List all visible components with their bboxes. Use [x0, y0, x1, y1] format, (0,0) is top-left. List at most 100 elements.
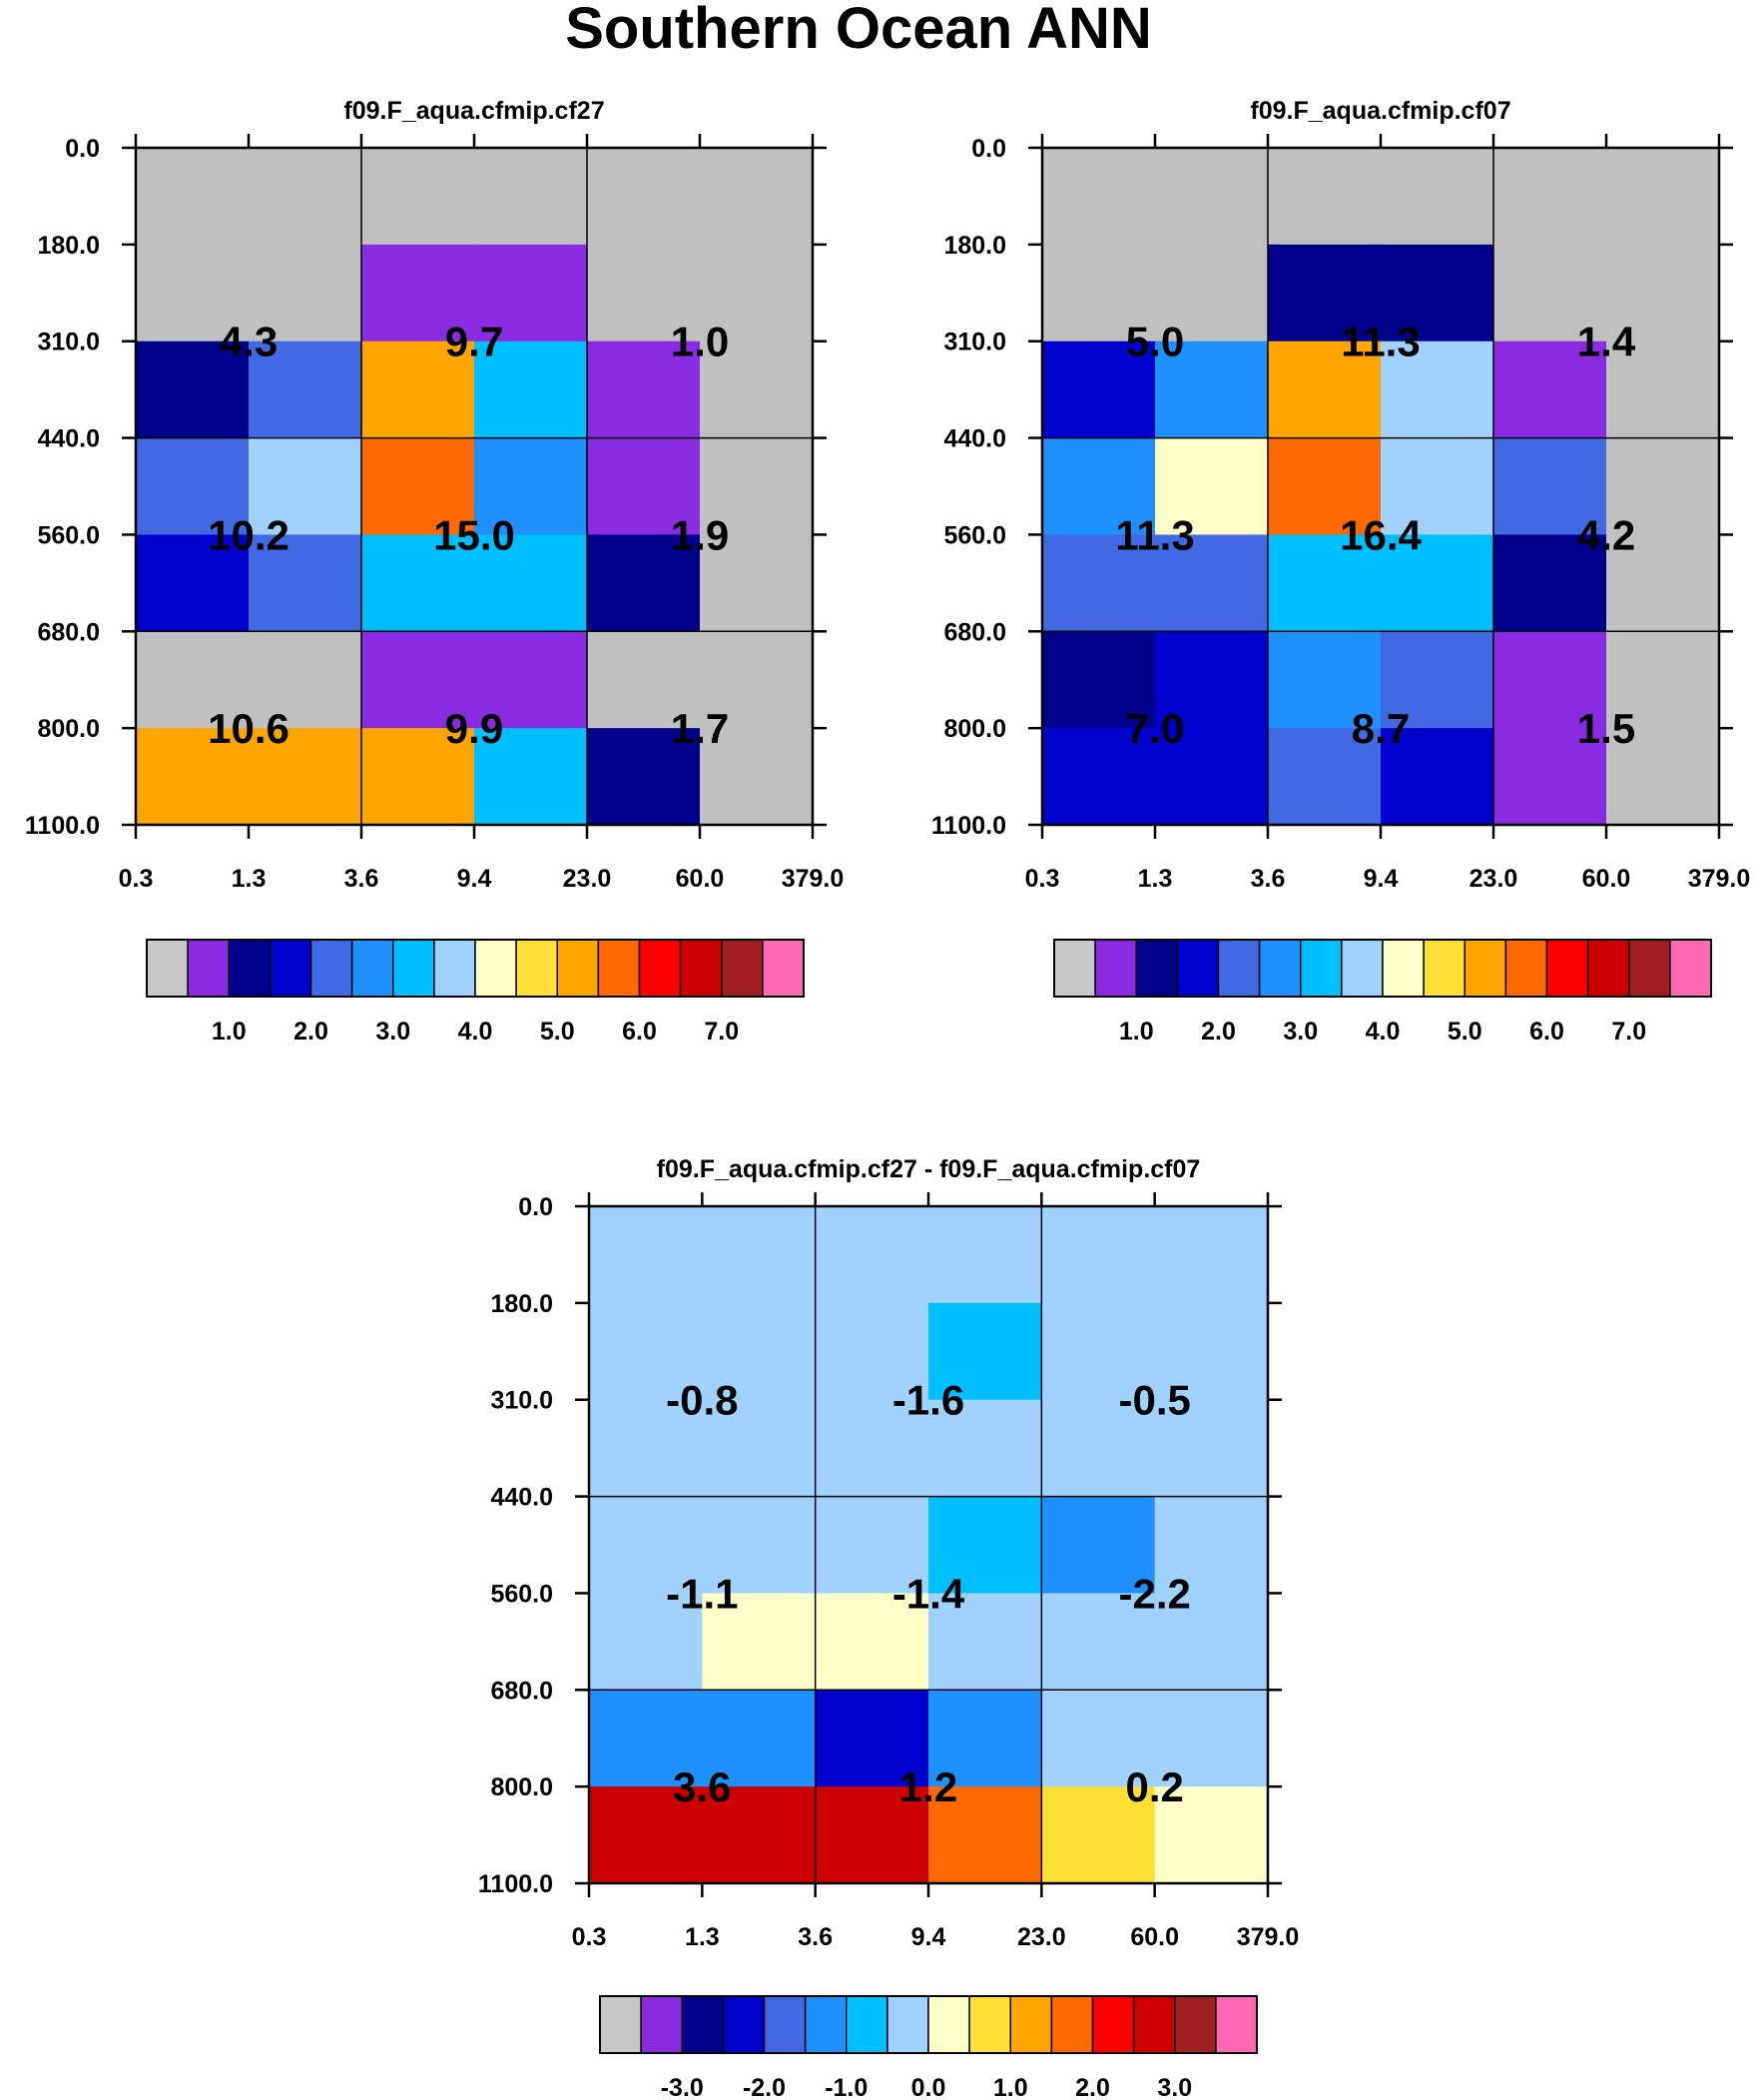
- panel3-cell-r2-c3: [928, 1399, 1042, 1498]
- panel3-colorbar-box-1: [640, 1995, 683, 2054]
- panel3-cell-r2-c1: [702, 1399, 817, 1498]
- panel3-cell-r1-c1: [702, 1302, 817, 1401]
- panel3-colorbar-box-10: [1009, 1995, 1053, 2054]
- panel2-cell-r4-c2: [1268, 534, 1382, 632]
- panel2-colorbar-label: 1.0: [1119, 1018, 1154, 1046]
- panel1-colorbar-box-12: [638, 939, 682, 998]
- panel1-value-label: 15.0: [433, 511, 515, 558]
- panel3-ytick-label: 180.0: [490, 1290, 553, 1318]
- panel3-cell-r3-c2: [815, 1496, 929, 1595]
- panel2-cell-r6-c5: [1606, 728, 1720, 826]
- panel3-colorbar-box-8: [927, 1995, 970, 2054]
- panel2-cell-r6-c1: [1155, 728, 1269, 826]
- panel1-cell-r5-c4: [587, 631, 701, 729]
- panel1-cell-r4-c1: [249, 534, 362, 632]
- panel1-colorbar-box-3: [269, 939, 312, 998]
- main-title: Southern Ocean ANN: [565, 0, 1152, 61]
- panel3-colorbar-label: 2.0: [1075, 2074, 1110, 2100]
- panel2-colorbar-label: 5.0: [1448, 1018, 1482, 1046]
- panel3-colorbar-label: -1.0: [825, 2074, 868, 2100]
- panel2-colorbar-box-7: [1341, 939, 1384, 998]
- panel2-cell-r5-c2: [1268, 631, 1382, 729]
- panel2-ytick-label: 680.0: [943, 618, 1006, 646]
- panel3-value-label: -0.8: [666, 1377, 738, 1424]
- panel2-cell-r5-c1: [1155, 631, 1269, 729]
- panel2-xtick-label: 379.0: [1688, 865, 1751, 893]
- panel2-cell-r1-c5: [1606, 244, 1720, 343]
- panel1-colorbar-box-13: [679, 939, 723, 998]
- panel1-cell-r4-c2: [361, 534, 475, 632]
- panel3-xtick-label: 379.0: [1237, 1923, 1300, 1951]
- panel3-colorbar-box-13: [1132, 1995, 1176, 2054]
- panel2-value-label: 16.4: [1340, 511, 1422, 558]
- panel2-cell-r4-c1: [1155, 534, 1269, 632]
- panel3-cell-r1-c0: [589, 1302, 703, 1401]
- panel2-colorbar-label: 7.0: [1611, 1018, 1646, 1046]
- panel3-value-label: -2.2: [1118, 1570, 1190, 1617]
- panel2-value-label: 1.4: [1577, 319, 1636, 365]
- panel1-cell-r3-c3: [474, 437, 588, 536]
- panel2-cell-r4-c5: [1606, 534, 1720, 632]
- panel2-colorbar-box-9: [1423, 939, 1466, 998]
- panel3-cell-r1-c5: [1154, 1302, 1269, 1401]
- panel2-cell-r3-c0: [1042, 437, 1156, 536]
- panel1-cell-r3-c0: [136, 437, 250, 536]
- panel2-value-label: 1.5: [1577, 705, 1635, 752]
- panel3-value-label: -1.6: [892, 1377, 964, 1424]
- panel1-cell-r2-c0: [136, 341, 250, 439]
- panel1-colorbar-label: 6.0: [622, 1018, 657, 1046]
- panel1-xtick-label: 1.3: [232, 865, 267, 893]
- panel2-xtick-label: 0.3: [1025, 865, 1060, 893]
- panel1-colorbar-box-9: [515, 939, 558, 998]
- panel3-cell-r4-c2: [815, 1593, 929, 1691]
- panel3-cell-r0-c5: [1154, 1206, 1269, 1304]
- panel2-cell-r5-c0: [1042, 631, 1156, 729]
- panel3-cell-r3-c3: [928, 1496, 1042, 1595]
- panel2-cell-r2-c5: [1606, 341, 1720, 439]
- panel2-cell-r5-c5: [1606, 631, 1720, 729]
- panel2-colorbar-box-11: [1504, 939, 1548, 998]
- panel2-ytick-label: 310.0: [943, 329, 1006, 356]
- panel1-ytick-label: 180.0: [37, 232, 100, 260]
- panel1-colorbar-box-6: [392, 939, 435, 998]
- panel1-colorbar-label: 7.0: [704, 1018, 739, 1046]
- panel2-cell-r3-c4: [1493, 437, 1607, 536]
- panel1-cell-r6-c4: [587, 728, 701, 826]
- panel3-cell-r0-c1: [702, 1206, 817, 1304]
- panel1-title: f09.F_aqua.cfmip.cf27: [343, 97, 604, 125]
- panel1-cell-r0-c2: [361, 148, 475, 246]
- panel1-cell-r6-c0: [136, 728, 250, 826]
- panel3-xtick-label: 23.0: [1017, 1923, 1066, 1951]
- panel2-cell-r1-c4: [1493, 244, 1607, 343]
- panel2-title: f09.F_aqua.cfmip.cf07: [1250, 97, 1510, 125]
- panel1-cell-r4-c3: [474, 534, 588, 632]
- panel1-colorbar-box-10: [556, 939, 600, 998]
- panel3-ytick-label: 560.0: [490, 1580, 553, 1608]
- panel3-cell-r3-c5: [1154, 1496, 1269, 1595]
- panel1-cell-r1-c4: [587, 244, 701, 343]
- panel2-colorbar-box-12: [1545, 939, 1589, 998]
- panel2-value-label: 11.3: [1115, 511, 1194, 558]
- panel3-ytick-label: 440.0: [490, 1484, 553, 1512]
- panel1-xtick-label: 0.3: [119, 865, 154, 893]
- panel2-cell-r0-c2: [1268, 148, 1382, 246]
- panel3-cell-r4-c1: [702, 1593, 817, 1691]
- panel1-cell-r0-c0: [136, 148, 250, 246]
- panel2-cell-r0-c5: [1606, 148, 1720, 246]
- panel1-cell-r4-c4: [587, 534, 701, 632]
- panel1-cell-r2-c3: [474, 341, 588, 439]
- panel3-cell-r5-c0: [589, 1690, 703, 1787]
- panel2-colorbar-box-2: [1135, 939, 1179, 998]
- panel3-cell-r3-c4: [1041, 1496, 1156, 1595]
- panel3-cell-r0-c3: [928, 1206, 1042, 1304]
- panel1-colorbar-label: 3.0: [375, 1018, 410, 1046]
- panel1-cell-r0-c3: [474, 148, 588, 246]
- panel2-colorbar-label: 3.0: [1283, 1018, 1318, 1046]
- panel3-cell-r0-c0: [589, 1206, 703, 1304]
- panel1-value-label: 1.9: [671, 511, 729, 558]
- panel2-cell-r6-c3: [1381, 728, 1494, 826]
- panel3-cell-r2-c5: [1154, 1399, 1269, 1498]
- panel1-cell-r1-c0: [136, 244, 250, 343]
- panel3-ytick-label: 310.0: [490, 1387, 553, 1415]
- panel3-cell-r4-c5: [1154, 1593, 1269, 1691]
